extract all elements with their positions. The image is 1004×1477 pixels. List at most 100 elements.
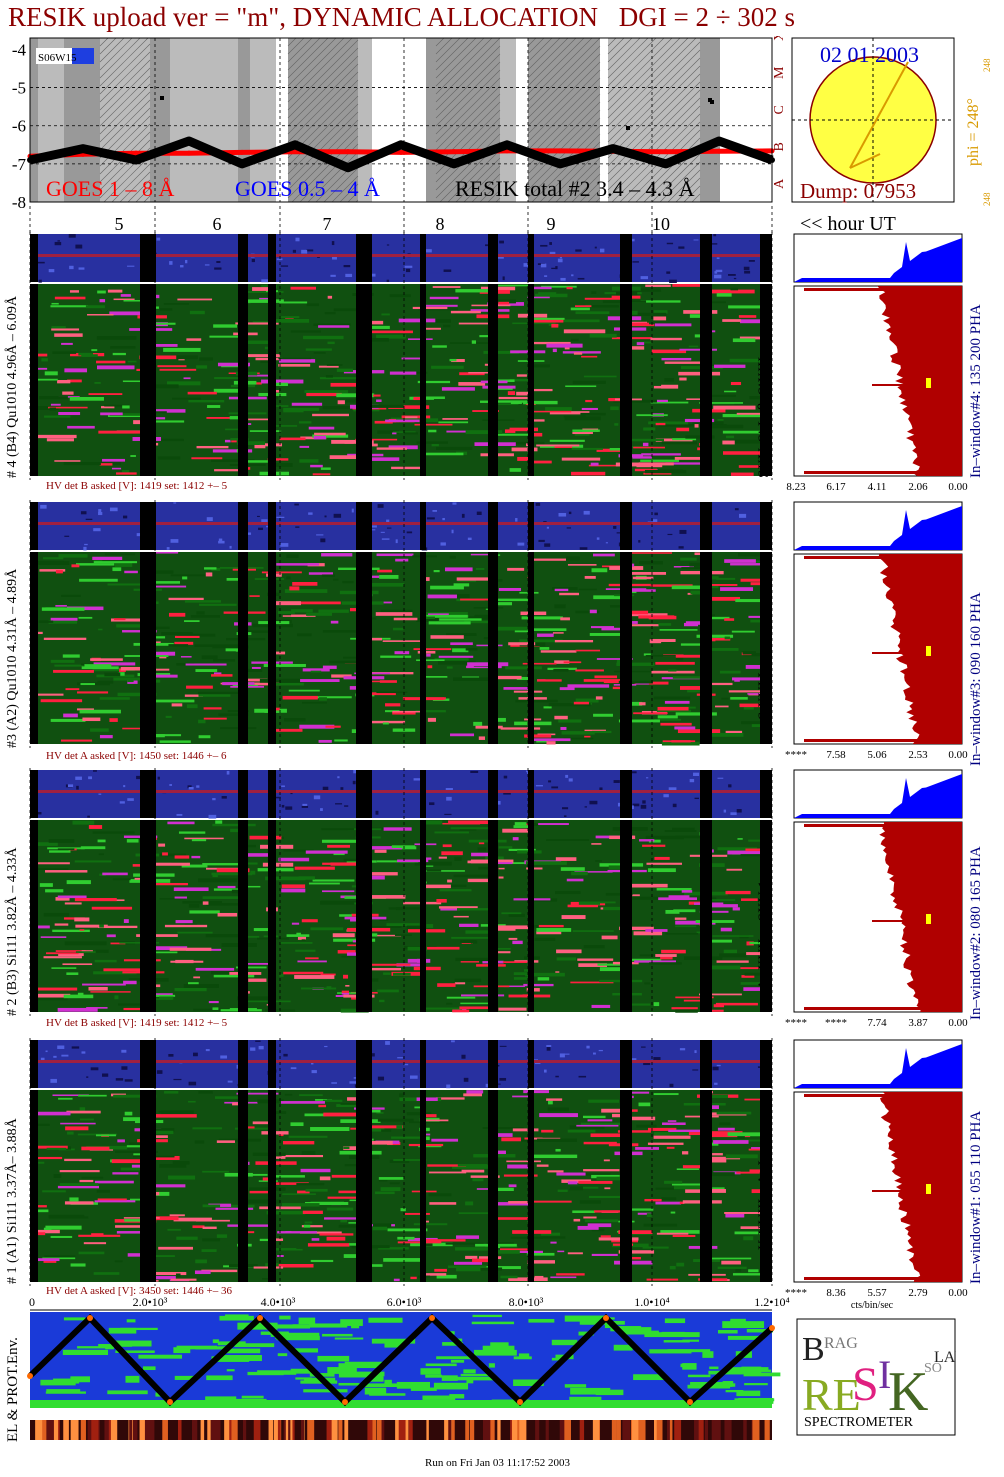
env-strip-cell bbox=[139, 1420, 148, 1440]
band-noise bbox=[331, 241, 335, 246]
env-green-patch bbox=[292, 1348, 319, 1353]
heatmap-cell bbox=[453, 1261, 483, 1265]
heatmap-cell bbox=[195, 1219, 230, 1222]
env-strip-cell bbox=[764, 1420, 770, 1440]
heatmap-cell bbox=[715, 1002, 758, 1006]
heatmap-cell bbox=[729, 358, 772, 363]
heatmap-cell bbox=[631, 958, 662, 962]
heatmap-cell bbox=[141, 674, 178, 678]
heatmap-cell bbox=[644, 1198, 662, 1202]
heatmap-cell bbox=[724, 1212, 768, 1214]
lightcurve-hatch bbox=[683, 185, 701, 203]
band-noise bbox=[641, 1046, 646, 1048]
lightcurve-hatch bbox=[287, 39, 359, 111]
heatmap-cell bbox=[712, 935, 754, 937]
heatmap-cell bbox=[99, 463, 113, 466]
heatmap-cell bbox=[658, 897, 698, 901]
lightcurve-hatch bbox=[527, 85, 601, 159]
heatmap-cell bbox=[59, 1183, 99, 1186]
env-strip-cell bbox=[611, 1420, 617, 1440]
heatmap-cell bbox=[291, 922, 300, 925]
heatmap-cell bbox=[416, 441, 448, 444]
env-label: EL & PROT.Env. bbox=[5, 1337, 21, 1442]
heatmap-cell bbox=[748, 1269, 759, 1273]
heatmap-cell bbox=[32, 868, 69, 870]
band-noise bbox=[693, 772, 700, 776]
heatmap-cell bbox=[531, 823, 539, 826]
heatmap-cell bbox=[43, 1227, 52, 1231]
heatmap-cell bbox=[380, 1187, 401, 1192]
env-green-patch bbox=[425, 1374, 442, 1378]
lightcurve-series bbox=[27, 96, 775, 173]
heatmap-cell bbox=[103, 968, 141, 972]
heatmap-cell bbox=[587, 1223, 612, 1228]
heatmap-cell bbox=[618, 1230, 653, 1235]
heatmap-cell bbox=[78, 1234, 121, 1237]
heatmap-cell bbox=[388, 405, 430, 409]
heatmap-cell bbox=[182, 576, 188, 580]
band-noise bbox=[330, 274, 336, 277]
heatmap-cell bbox=[69, 290, 79, 293]
band-noise bbox=[694, 797, 699, 800]
heatmap-cell bbox=[717, 1266, 747, 1269]
heatmap-cell bbox=[466, 1090, 484, 1094]
heatmap-cell bbox=[647, 868, 676, 873]
heatmap-cell bbox=[664, 700, 690, 704]
heatmap-cell bbox=[675, 712, 717, 716]
heatmap-cell bbox=[318, 609, 349, 613]
heatmap-cell bbox=[337, 992, 370, 994]
spectrum-x-tick: **** bbox=[825, 1017, 847, 1029]
orbit-vertex bbox=[342, 1399, 348, 1405]
heatmap-cell bbox=[489, 1133, 513, 1137]
heatmap-cell bbox=[163, 347, 201, 352]
env-green-patch bbox=[410, 1387, 437, 1391]
band-noise bbox=[535, 502, 541, 506]
heatmap-cell bbox=[38, 1161, 45, 1164]
env-green-patch bbox=[234, 1343, 275, 1348]
band-noise bbox=[69, 265, 74, 270]
band-noise bbox=[386, 527, 392, 529]
spectrum-x-tick: 5.06 bbox=[867, 749, 887, 761]
heatmap-cell bbox=[643, 427, 656, 431]
heatmap-cell bbox=[580, 1122, 625, 1126]
heatmap-cell bbox=[57, 1007, 98, 1012]
band-noise bbox=[667, 533, 673, 536]
heatmap-cell bbox=[540, 1236, 566, 1239]
heatmap-cell bbox=[425, 327, 441, 330]
heatmap-cell bbox=[331, 1174, 368, 1178]
heatmap-cell bbox=[170, 355, 198, 360]
env-strip-cell bbox=[129, 1420, 133, 1440]
heatmap-cell bbox=[367, 404, 404, 408]
heatmap-cell bbox=[333, 308, 359, 312]
spectrum-spike bbox=[872, 920, 922, 922]
heatmap-cell bbox=[643, 1223, 678, 1227]
lightcurve-hatch bbox=[659, 161, 701, 203]
band-noise bbox=[311, 1070, 317, 1074]
heatmap-cell bbox=[732, 907, 740, 911]
heatmap-cell bbox=[372, 1223, 392, 1228]
heatmap-cell bbox=[661, 949, 686, 954]
pha-histogram bbox=[794, 238, 962, 282]
heatmap-cell bbox=[574, 433, 590, 436]
heatmap-cell bbox=[420, 1243, 433, 1247]
heatmap-cell bbox=[468, 839, 507, 843]
band-noise bbox=[446, 1084, 451, 1089]
band-noise bbox=[599, 787, 603, 791]
heatmap-cell bbox=[165, 715, 172, 718]
heatmap-cell bbox=[123, 299, 155, 302]
heatmap-cell bbox=[622, 896, 659, 900]
hv-label-2: HV det B asked [V]: 1419 set: 1412 +– 5 bbox=[46, 1017, 228, 1029]
lightcurve-hatch bbox=[607, 81, 701, 175]
heatmap-cell bbox=[675, 996, 714, 999]
heatmap-cell bbox=[671, 585, 711, 590]
heatmap-gap bbox=[620, 552, 632, 744]
env-green-patch bbox=[450, 1359, 465, 1363]
band-noise bbox=[640, 276, 649, 280]
heatmap-cell bbox=[446, 996, 476, 999]
heatmap-cell bbox=[575, 698, 599, 703]
heatmap-cell bbox=[421, 946, 460, 950]
heatmap-cell bbox=[324, 1217, 360, 1220]
heatmap-cell bbox=[533, 628, 567, 631]
heatmap-cell bbox=[209, 335, 246, 338]
band-noise bbox=[723, 809, 727, 813]
